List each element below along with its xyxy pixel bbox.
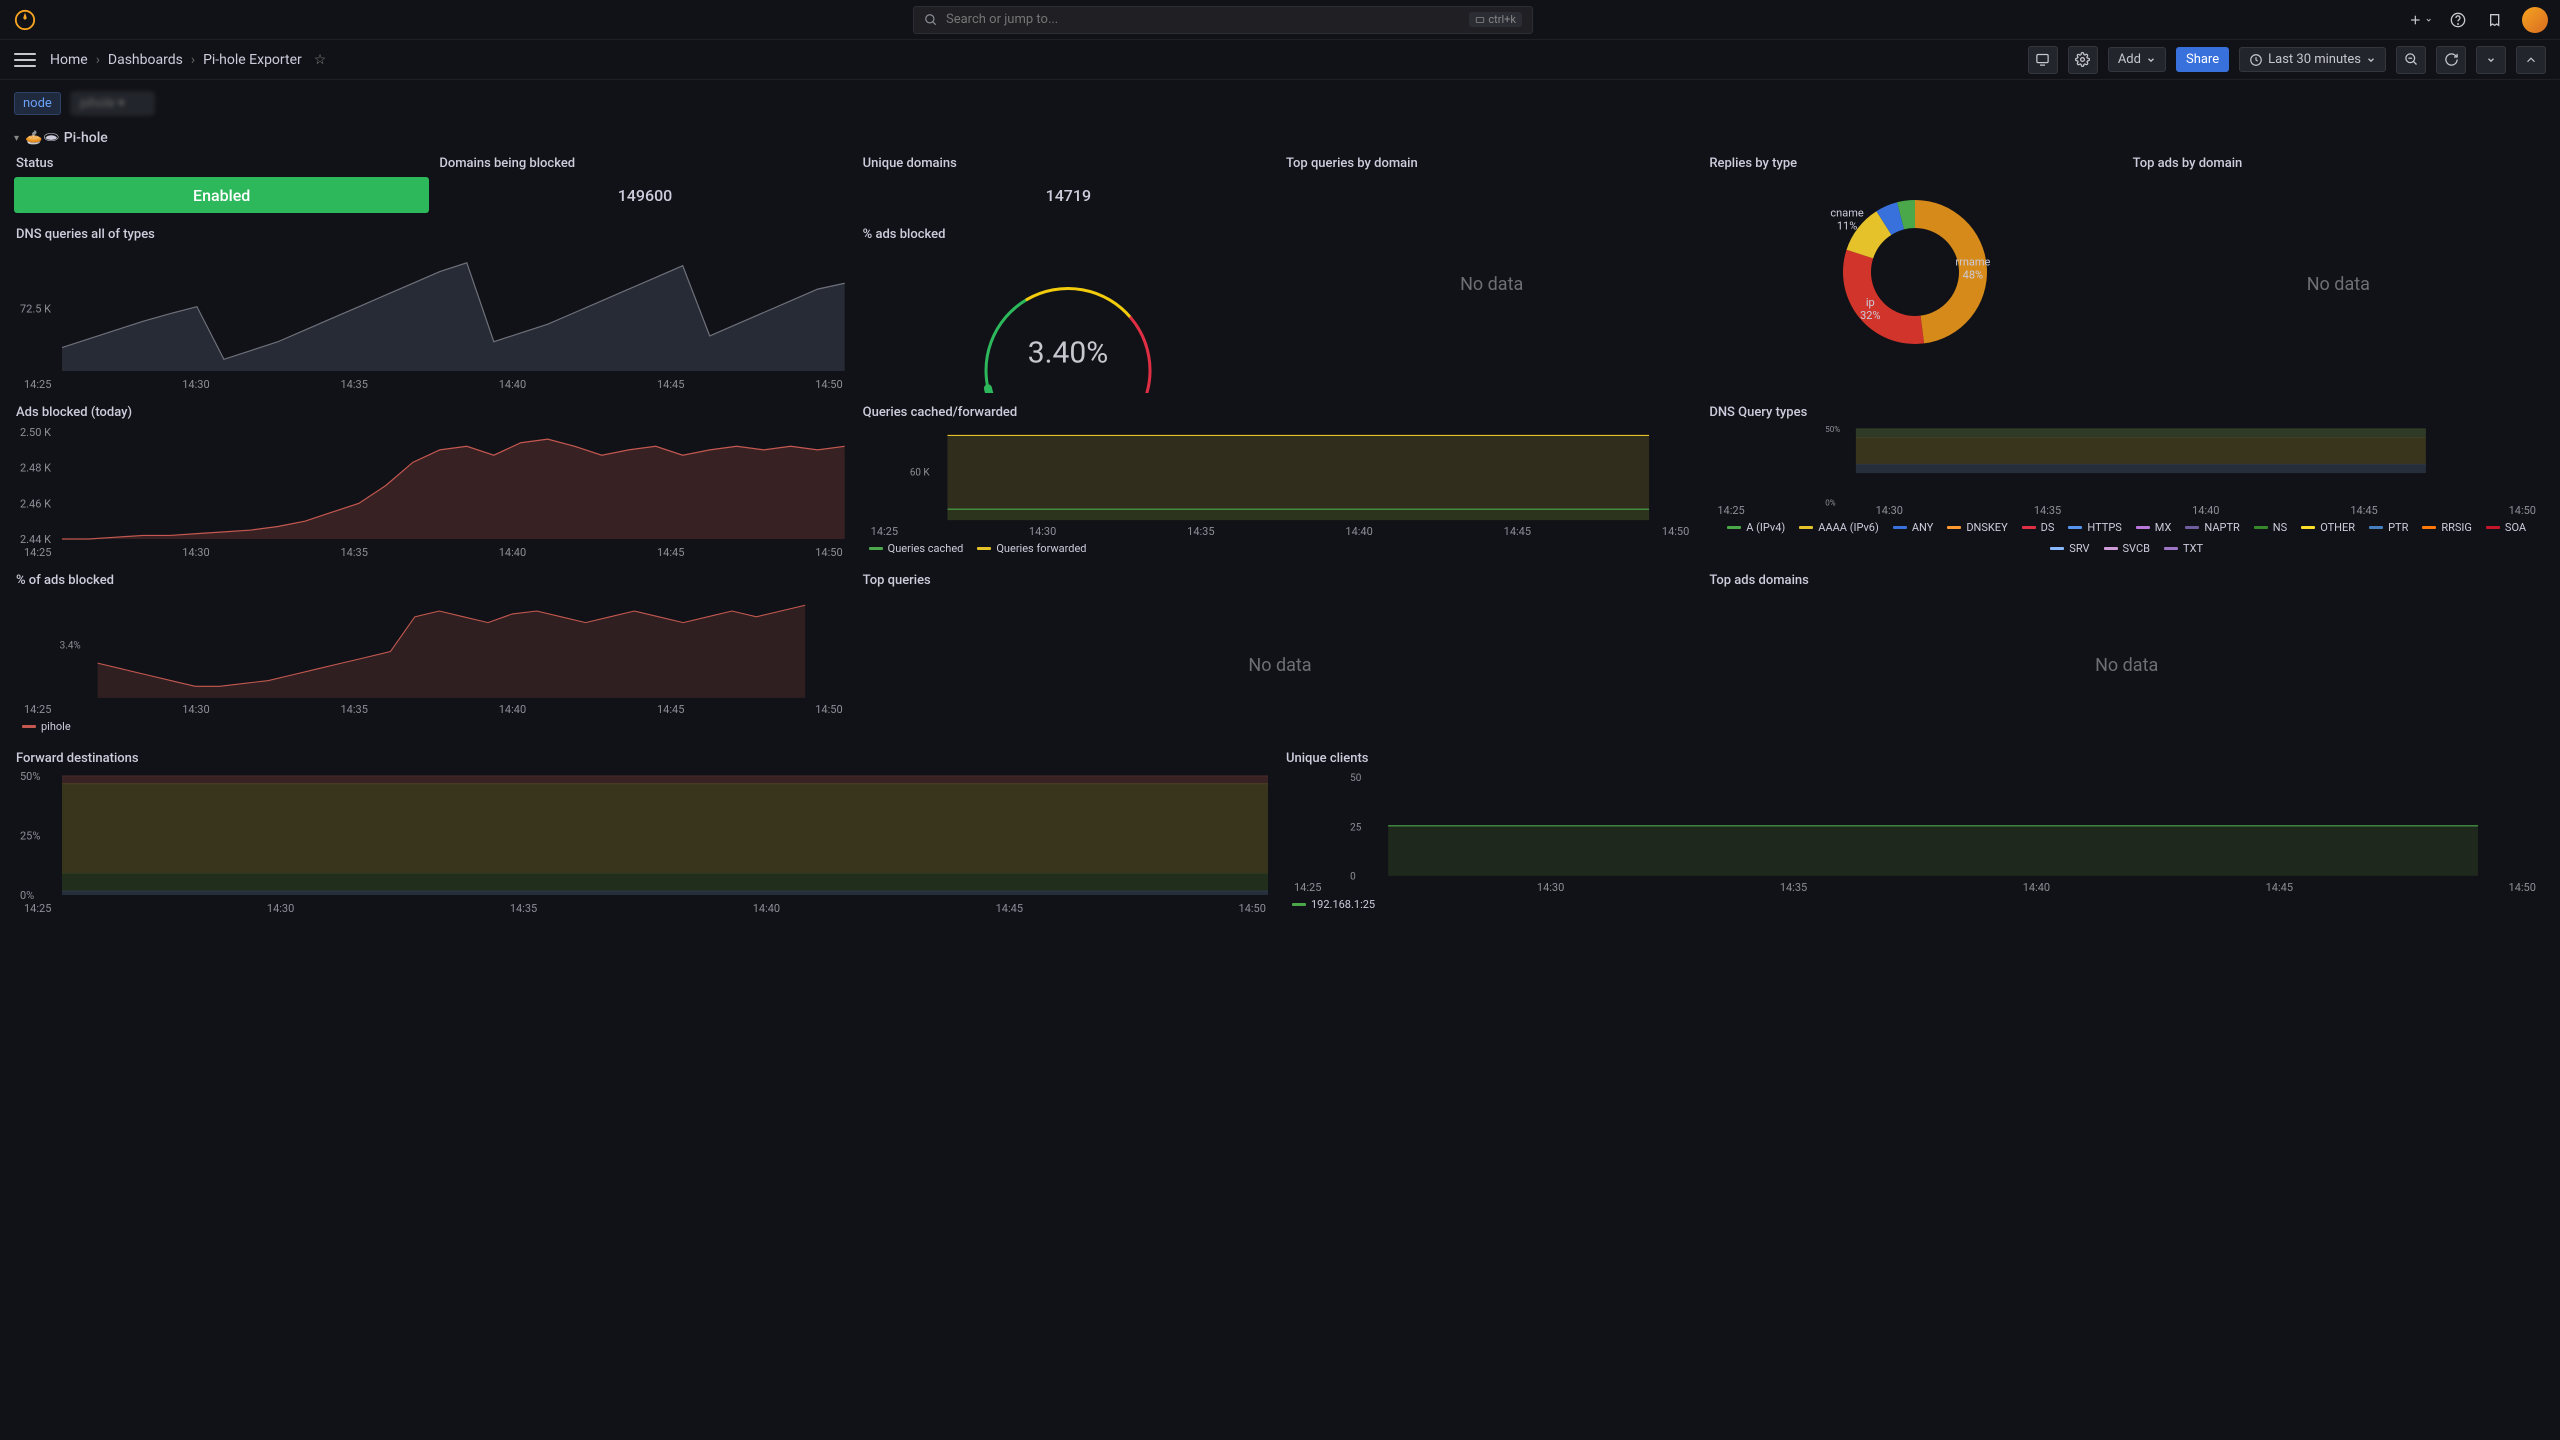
refresh-icon[interactable]	[2436, 46, 2466, 74]
nav-bar: Home › Dashboards › Pi-hole Exporter ☆ A…	[0, 40, 2560, 80]
panel-top-ads-domains: Top ads domains No data	[1707, 567, 2546, 737]
global-search[interactable]: ctrl+k	[913, 6, 1533, 34]
svg-text:2.48 K: 2.48 K	[20, 462, 51, 475]
row-title: 🥧🕳 Pi-hole	[25, 130, 108, 146]
panel-top-queries: Top queries No data	[861, 567, 1700, 737]
svg-text:25%: 25%	[20, 830, 40, 843]
panel-forward-dest: Forward destinations 50%25%0%14:2514:301…	[14, 745, 1276, 915]
menu-toggle[interactable]	[14, 49, 36, 71]
refresh-interval-dropdown[interactable]	[2476, 46, 2506, 74]
collapse-icon[interactable]	[2516, 46, 2546, 74]
zoom-out-icon[interactable]	[2396, 46, 2426, 74]
search-input[interactable]	[946, 12, 1461, 27]
share-button[interactable]: Share	[2176, 47, 2229, 72]
grafana-logo[interactable]	[12, 7, 38, 33]
svg-text:2.50 K: 2.50 K	[20, 426, 51, 439]
svg-text:25: 25	[1350, 822, 1362, 833]
svg-text:ip: ip	[1866, 296, 1875, 309]
svg-text:50%: 50%	[1826, 426, 1841, 434]
kbd-hint: ctrl+k	[1469, 12, 1522, 27]
panel-ads-blocked-today: Ads blocked (today) 2.50 K2.48 K2.46 K2.…	[14, 399, 853, 559]
panel-unique-clients: Unique clients 5025014:2514:3014:3514:40…	[1284, 745, 2546, 915]
variables-bar: node pihole ▾	[0, 80, 2560, 126]
svg-text:32%: 32%	[1860, 309, 1880, 322]
panel-status: Status Enabled	[14, 150, 429, 213]
panel-dns-queries-all: DNS queries all of types 72.5 K14:2514:3…	[14, 221, 853, 391]
svg-text:cname: cname	[1830, 206, 1863, 219]
row-header[interactable]: ▾ 🥧🕳 Pi-hole	[0, 126, 2560, 150]
svg-text:2.46 K: 2.46 K	[20, 497, 51, 510]
search-icon	[924, 13, 938, 27]
breadcrumb-dashboards[interactable]: Dashboards	[108, 52, 183, 68]
breadcrumb-current: Pi-hole Exporter	[203, 52, 302, 68]
panel-replies-type: Replies by type rrname48%ip32%cname11%	[1707, 150, 2122, 391]
status-value: Enabled	[14, 177, 429, 213]
svg-text:3.4%: 3.4%	[60, 641, 81, 652]
svg-text:3.40%: 3.40%	[1028, 336, 1108, 371]
panel-queries-cached-fwd: Queries cached/forwarded 60 K14:2514:301…	[861, 399, 1700, 559]
news-icon[interactable]	[2484, 8, 2508, 32]
panel-dns-query-types: DNS Query types 50%0%14:2514:3014:3514:4…	[1707, 399, 2546, 559]
unique-domains-value: 14719	[861, 177, 1276, 213]
var-dropdown[interactable]: pihole ▾	[71, 92, 154, 115]
svg-text:60 K: 60 K	[909, 468, 930, 479]
svg-text:2.44 K: 2.44 K	[20, 533, 51, 546]
time-range-picker[interactable]: Last 30 minutes	[2239, 47, 2386, 72]
user-avatar[interactable]	[2522, 7, 2548, 33]
svg-text:48%: 48%	[1963, 268, 1983, 281]
panel-top-ads-domain: Top ads by domain No data	[2131, 150, 2546, 391]
panel-top-queries-domain: Top queries by domain No data	[1284, 150, 1699, 391]
var-label[interactable]: node	[14, 92, 61, 115]
svg-text:50%: 50%	[20, 772, 40, 783]
help-icon[interactable]	[2446, 8, 2470, 32]
svg-text:11%: 11%	[1837, 219, 1857, 232]
svg-text:0%: 0%	[20, 889, 34, 902]
domains-blocked-value: 149600	[437, 177, 852, 213]
breadcrumb: Home › Dashboards › Pi-hole Exporter ☆	[50, 52, 326, 68]
star-icon[interactable]: ☆	[314, 52, 327, 68]
add-button[interactable]: Add	[2108, 47, 2166, 72]
add-menu[interactable]	[2408, 8, 2432, 32]
tv-mode-icon[interactable]	[2028, 46, 2058, 74]
panel-pct-ads-gauge: % ads blocked 3.40%	[861, 221, 1276, 391]
top-bar: ctrl+k	[0, 0, 2560, 40]
breadcrumb-home[interactable]: Home	[50, 52, 88, 68]
chevron-down-icon: ▾	[14, 133, 19, 144]
svg-text:72.5 K: 72.5 K	[20, 303, 51, 316]
panel-pct-ads-ts: % of ads blocked 3.4%14:2514:3014:3514:4…	[14, 567, 853, 737]
svg-text:rrname: rrname	[1955, 255, 1990, 268]
svg-text:50: 50	[1350, 773, 1362, 784]
settings-icon[interactable]	[2068, 46, 2098, 74]
panel-unique-domains: Unique domains 14719	[861, 150, 1276, 213]
panel-domains-blocked: Domains being blocked 149600	[437, 150, 852, 213]
